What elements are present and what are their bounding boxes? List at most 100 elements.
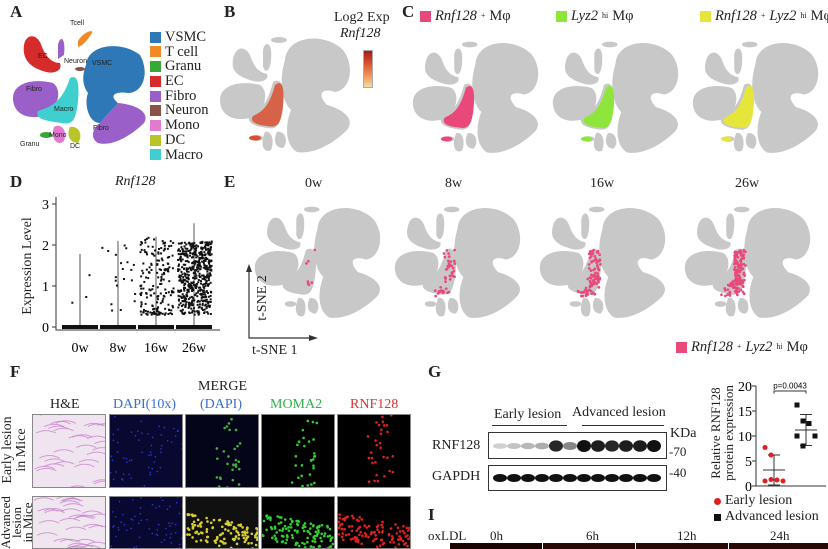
data-point: [204, 299, 207, 302]
data-point: [156, 295, 159, 298]
panel-label-b: B: [224, 2, 236, 21]
legend-rnf128-mphi: Rnf128 + Mφ: [420, 9, 511, 24]
legend-label: Neuron: [165, 102, 209, 119]
cell-point: [734, 273, 737, 277]
data-point: [111, 309, 114, 312]
sup: +: [736, 342, 742, 351]
cell-point: [453, 248, 456, 252]
data-point: [187, 270, 190, 273]
data-point: [199, 257, 202, 260]
data-point: [208, 251, 211, 254]
data-point: [203, 283, 206, 286]
gene-label: Lyz2: [571, 8, 598, 24]
data-point: [193, 250, 196, 253]
data-point: [178, 263, 181, 266]
data-point: [130, 279, 133, 282]
colorbar-title: Log2 Exp: [334, 10, 390, 25]
data-point: [139, 251, 142, 254]
cell-point: [587, 252, 591, 256]
map-label: Neuron: [64, 58, 87, 65]
legend-label: Fibro: [165, 87, 197, 104]
cell-point: [733, 262, 737, 265]
data-point: [198, 265, 201, 268]
data-point: [184, 287, 187, 290]
data-point: [205, 275, 208, 278]
cell-point: [731, 283, 735, 286]
data-point: [133, 300, 136, 303]
data-point: [185, 293, 188, 296]
cell-point: [735, 286, 739, 290]
legend-swatch: [676, 341, 687, 353]
data-point: [179, 256, 182, 259]
data-point: [140, 241, 143, 244]
group-underline: [582, 425, 664, 426]
data-point: [194, 275, 197, 278]
legend-item: Neuron: [150, 103, 209, 118]
band-label-rnf128: RNF128: [432, 438, 481, 453]
data-point: [148, 288, 151, 291]
data-point: [145, 276, 148, 279]
cell-point: [598, 276, 602, 280]
data-point: [180, 270, 183, 273]
cell-point: [590, 260, 593, 263]
data-point: [206, 248, 209, 251]
data-point: [205, 268, 208, 271]
data-point: [164, 307, 167, 310]
cell-point: [728, 294, 732, 297]
data-point: [181, 300, 184, 303]
band-rnf128: [521, 442, 535, 450]
data-point: [794, 402, 800, 408]
data-point: [195, 244, 198, 247]
data-point: [142, 308, 145, 311]
data-point: [193, 299, 196, 302]
data-point: [156, 301, 159, 304]
data-point: [178, 268, 181, 271]
legend-label: VSMC: [165, 29, 207, 45]
data-point: [150, 313, 153, 316]
data-point: [177, 249, 180, 252]
data-point: [140, 248, 143, 251]
data-point: [110, 303, 113, 306]
cell-point: [452, 269, 456, 273]
y-tick-label: 5: [745, 455, 752, 470]
data-point: [191, 309, 194, 312]
data-point: [185, 276, 188, 279]
data-point: [183, 279, 186, 282]
data-point: [202, 293, 205, 296]
data-point: [142, 287, 145, 290]
data-point: [162, 249, 165, 252]
data-point: [190, 281, 193, 284]
cell-point: [720, 293, 723, 297]
sup: hi: [776, 342, 783, 351]
data-point: [152, 308, 155, 311]
cell-point: [589, 289, 593, 293]
data-point: [210, 264, 213, 267]
legend-item: T cell: [150, 45, 209, 60]
micrograph-dapi10x: [109, 414, 183, 488]
data-point: [199, 275, 202, 278]
cell-point: [584, 292, 588, 296]
data-point: [156, 298, 159, 301]
sup: hi: [800, 11, 807, 20]
data-point: [190, 247, 193, 250]
data-point: [183, 284, 186, 287]
data-point: [201, 274, 204, 277]
data-point: [204, 266, 207, 269]
data-point: [164, 269, 167, 272]
data-point: [183, 287, 186, 290]
data-point: [207, 300, 210, 303]
data-point: [199, 265, 202, 268]
map-label: Tcell: [70, 20, 85, 27]
data-point: [134, 293, 137, 296]
data-point: [142, 262, 145, 265]
legend-item: Granu: [150, 59, 209, 74]
data-point: [193, 252, 196, 255]
cell-point: [437, 290, 441, 293]
data-point: [179, 302, 182, 305]
x-tick-label: 0w: [71, 341, 89, 356]
data-point: [202, 289, 205, 292]
data-point: [192, 265, 195, 268]
timepoint-label: 16w: [590, 176, 615, 191]
cell-label: Mφ: [786, 339, 808, 355]
data-point: [194, 284, 197, 287]
